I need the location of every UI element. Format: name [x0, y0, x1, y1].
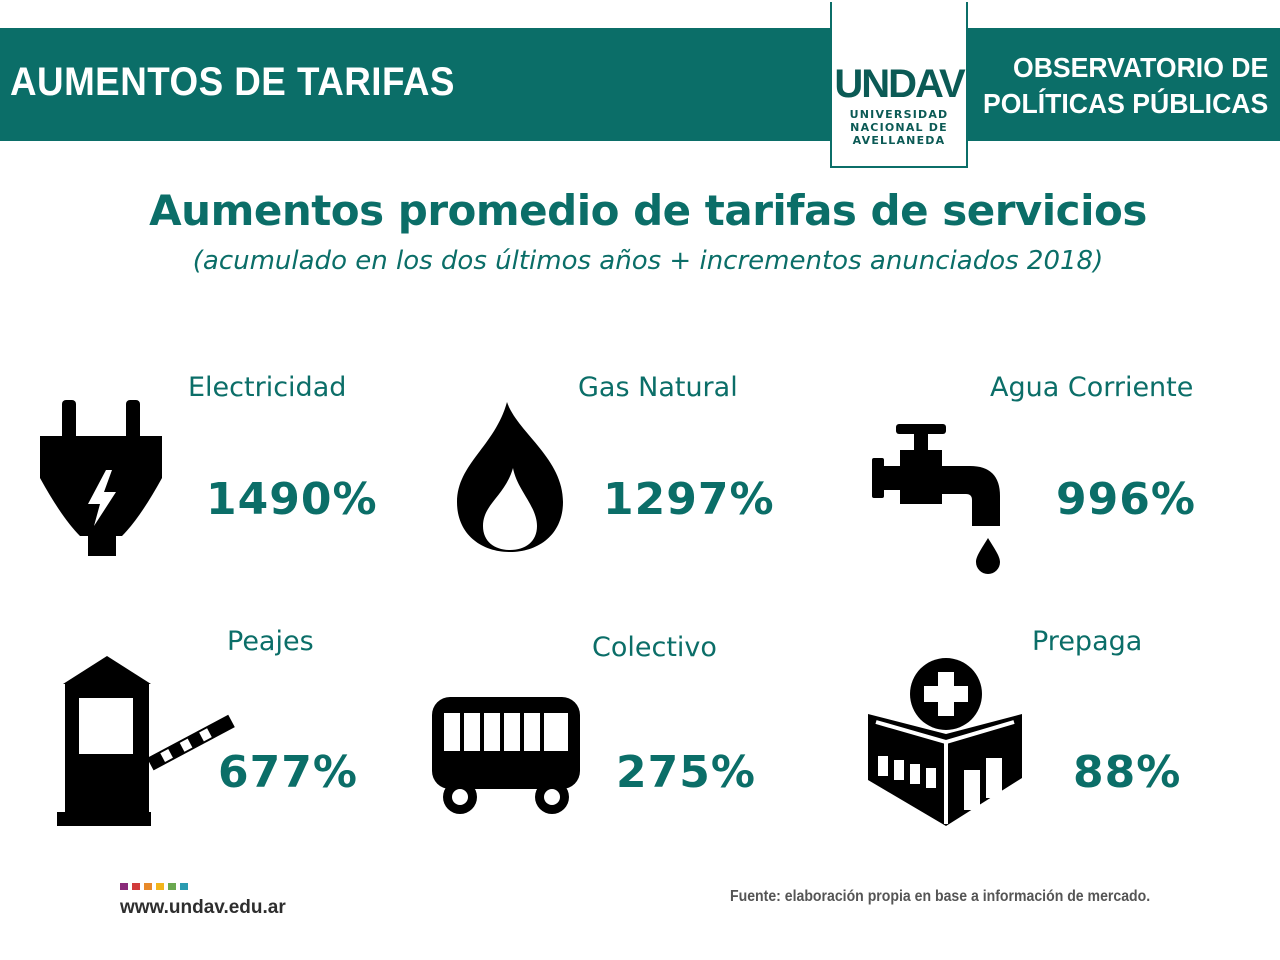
color-dot — [132, 883, 140, 890]
color-dot — [120, 883, 128, 890]
page-title: AUMENTOS DE TARIFAS — [10, 60, 455, 104]
logo-line: NACIONAL DE — [850, 121, 948, 134]
service-value-gas-natural: 1297% — [603, 474, 775, 525]
service-value-peajes: 677% — [218, 747, 358, 798]
service-value-electricidad: 1490% — [206, 474, 378, 525]
source-note: Fuente: elaboración propia en base a inf… — [730, 888, 1151, 905]
subtitle: (acumulado en los dos últimos años + inc… — [192, 246, 1104, 276]
logo-mark: UNDAV — [834, 62, 965, 106]
observatorio-line: OBSERVATORIO DE — [1012, 52, 1268, 83]
color-dot — [156, 883, 164, 890]
color-dot — [144, 883, 152, 890]
service-label-agua-corriente: Agua Corriente — [990, 372, 1194, 403]
service-label-colectivo: Colectivo — [592, 632, 717, 663]
service-label-prepaga: Prepaga — [1032, 626, 1143, 657]
color-dot — [168, 883, 176, 890]
logo-text: UNIVERSIDAD NACIONAL DE AVELLANEDA — [832, 108, 966, 147]
service-value-prepaga: 88% — [1073, 747, 1182, 798]
hospital-icon — [868, 658, 1022, 826]
logo-line: UNIVERSIDAD — [849, 108, 949, 121]
main-title: Aumentos promedio de tarifas de servicio… — [149, 186, 1147, 235]
service-label-electricidad: Electricidad — [188, 372, 347, 403]
service-value-colectivo: 275% — [616, 747, 756, 798]
logo-line: AVELLANEDA — [852, 134, 946, 147]
header-banner — [0, 28, 1280, 141]
faucet-icon — [872, 424, 1000, 574]
plug-icon — [40, 400, 162, 556]
flame-icon — [457, 402, 563, 552]
service-value-agua-corriente: 996% — [1056, 474, 1196, 525]
service-label-gas-natural: Gas Natural — [578, 372, 738, 403]
observatorio-line: POLÍTICAS PÚBLICAS — [982, 88, 1268, 119]
toll-booth-icon — [57, 656, 235, 826]
bus-icon — [432, 697, 580, 814]
observatorio-title: OBSERVATORIO DE POLÍTICAS PÚBLICAS — [983, 50, 1268, 122]
undav-logo: UNDAV UNIVERSIDAD NACIONAL DE AVELLANEDA — [830, 2, 968, 168]
color-dot — [180, 883, 188, 890]
service-label-peajes: Peajes — [227, 626, 314, 657]
website-link[interactable]: www.undav.edu.ar — [120, 897, 286, 918]
